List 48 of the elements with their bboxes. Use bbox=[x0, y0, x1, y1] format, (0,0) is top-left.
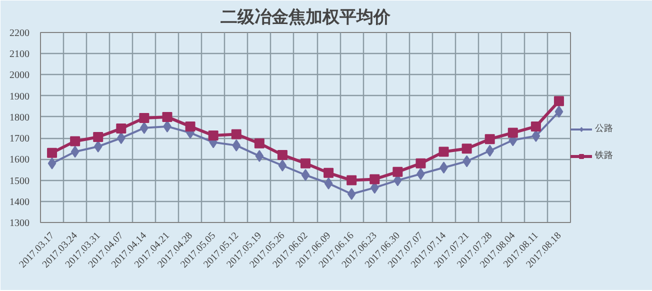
y-tick-label: 1300 bbox=[10, 218, 30, 229]
point bbox=[324, 177, 333, 190]
point bbox=[486, 144, 494, 157]
point bbox=[231, 129, 242, 140]
point bbox=[116, 124, 126, 134]
point bbox=[300, 158, 310, 168]
point bbox=[484, 134, 495, 144]
point bbox=[554, 96, 564, 106]
point bbox=[392, 166, 403, 177]
point bbox=[255, 150, 264, 162]
point bbox=[508, 128, 518, 138]
y-tick-label: 1400 bbox=[10, 196, 30, 208]
point bbox=[301, 169, 310, 181]
y-tick-label: 1600 bbox=[10, 154, 30, 166]
point bbox=[47, 148, 58, 158]
point bbox=[93, 132, 104, 142]
point bbox=[438, 146, 449, 157]
point bbox=[94, 140, 102, 152]
legend-label: 公路 bbox=[595, 122, 614, 135]
point bbox=[162, 112, 172, 122]
y-tick-label: 1700 bbox=[10, 134, 30, 145]
point bbox=[48, 157, 56, 170]
point bbox=[70, 136, 80, 146]
y-tick-label: 1900 bbox=[10, 91, 30, 102]
y-tick-label: 2000 bbox=[10, 70, 30, 82]
point bbox=[254, 138, 264, 148]
point bbox=[416, 158, 426, 168]
point bbox=[139, 113, 150, 123]
point bbox=[278, 160, 287, 172]
y-tick-label: 2100 bbox=[10, 49, 30, 60]
y-tick-label: 2200 bbox=[10, 28, 30, 39]
point bbox=[116, 132, 126, 144]
point bbox=[462, 144, 472, 154]
point bbox=[370, 174, 380, 184]
point bbox=[324, 168, 334, 178]
point bbox=[347, 188, 356, 200]
point bbox=[277, 150, 288, 160]
chart-title: 二级冶金焦加权平均价 bbox=[220, 8, 392, 28]
point bbox=[185, 121, 196, 132]
y-tick-label: 1800 bbox=[10, 112, 30, 124]
point bbox=[346, 175, 357, 186]
legend-label: 铁路 bbox=[595, 150, 614, 162]
point bbox=[554, 106, 564, 118]
point bbox=[70, 146, 80, 158]
y-tick-label: 1500 bbox=[10, 176, 30, 187]
point bbox=[208, 130, 218, 141]
point bbox=[232, 139, 241, 152]
point bbox=[530, 121, 541, 132]
